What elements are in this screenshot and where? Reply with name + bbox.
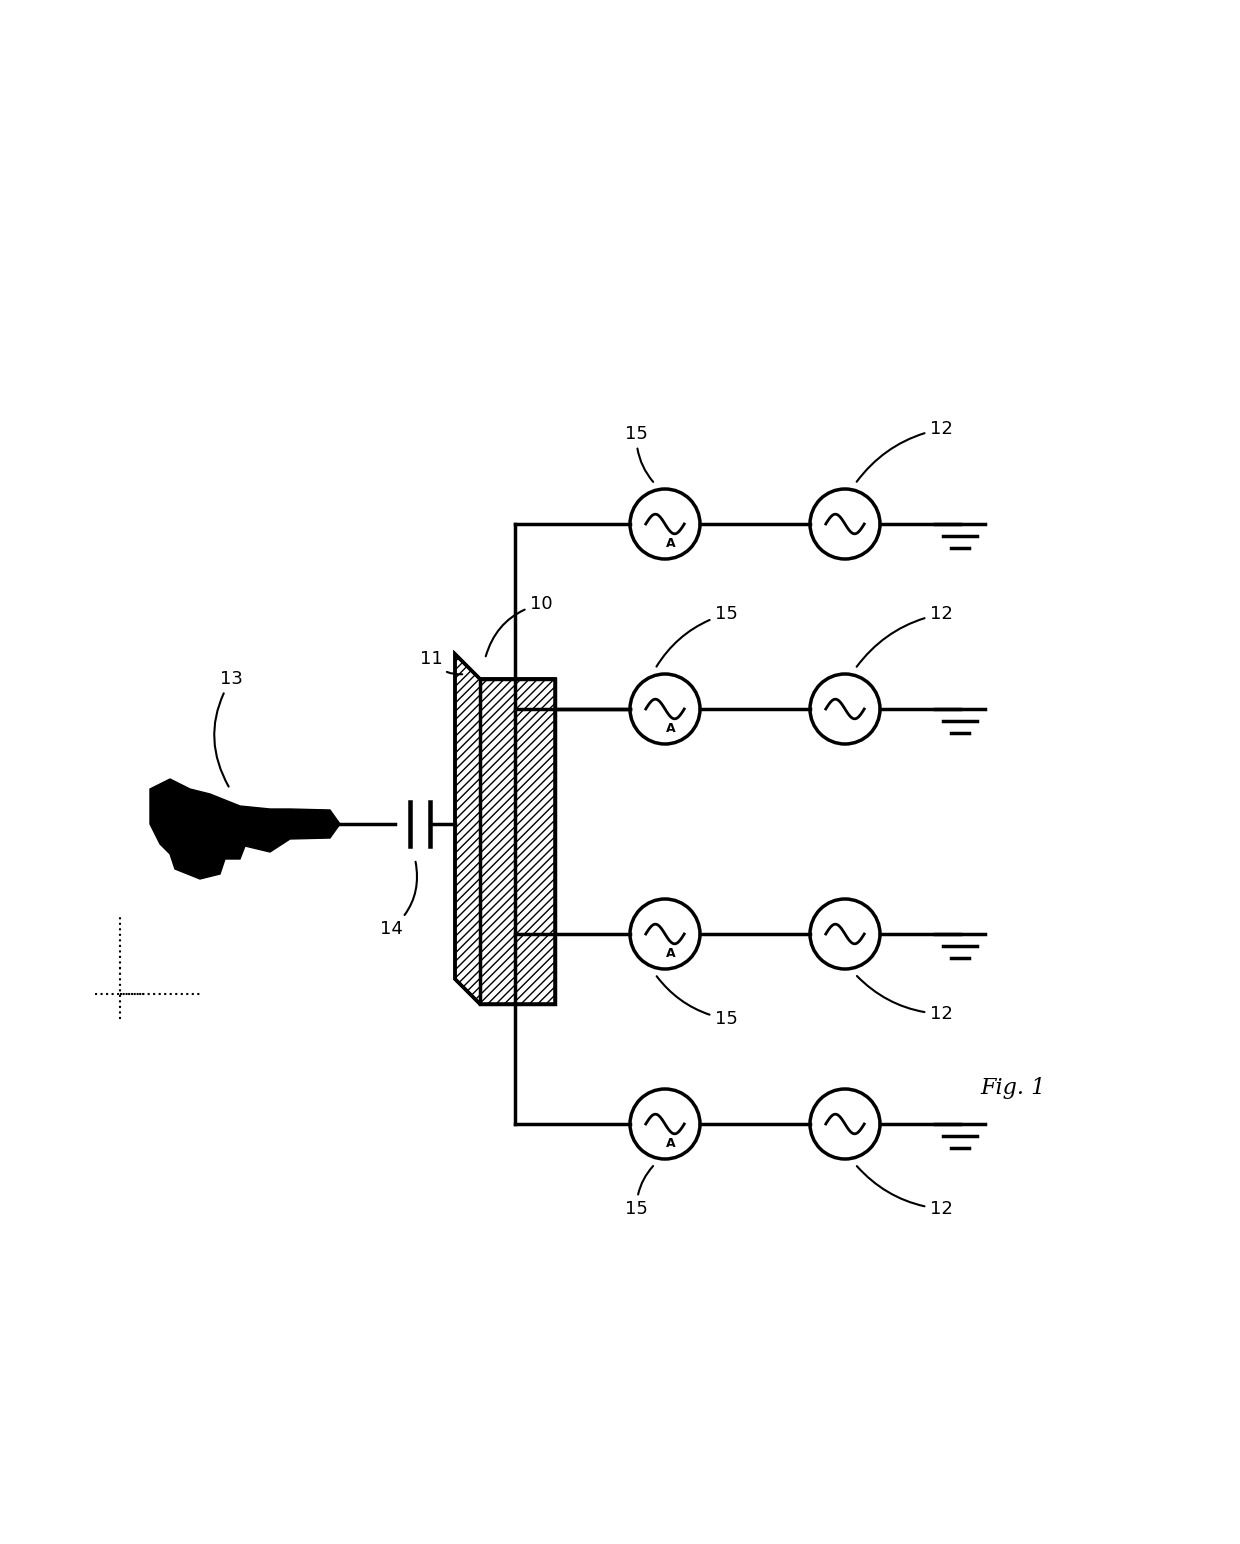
Text: 11: 11 <box>420 650 463 675</box>
Polygon shape <box>150 780 340 879</box>
Text: 12: 12 <box>857 976 952 1024</box>
Text: A: A <box>666 537 675 550</box>
Text: A: A <box>666 1136 675 1150</box>
Text: 15: 15 <box>625 1166 653 1218</box>
Text: 15: 15 <box>657 976 738 1028</box>
Text: Fig. 1: Fig. 1 <box>980 1078 1045 1099</box>
Text: 13: 13 <box>215 670 243 786</box>
Bar <box>480 679 556 1004</box>
Polygon shape <box>455 655 556 1004</box>
Text: 12: 12 <box>857 605 952 667</box>
Text: 12: 12 <box>857 420 952 482</box>
Text: A: A <box>666 721 675 735</box>
Text: 14: 14 <box>379 862 417 939</box>
Text: 15: 15 <box>625 425 653 482</box>
Text: A: A <box>666 946 675 960</box>
Text: 10: 10 <box>486 594 553 656</box>
Text: 12: 12 <box>857 1166 952 1218</box>
Text: 15: 15 <box>656 605 738 667</box>
